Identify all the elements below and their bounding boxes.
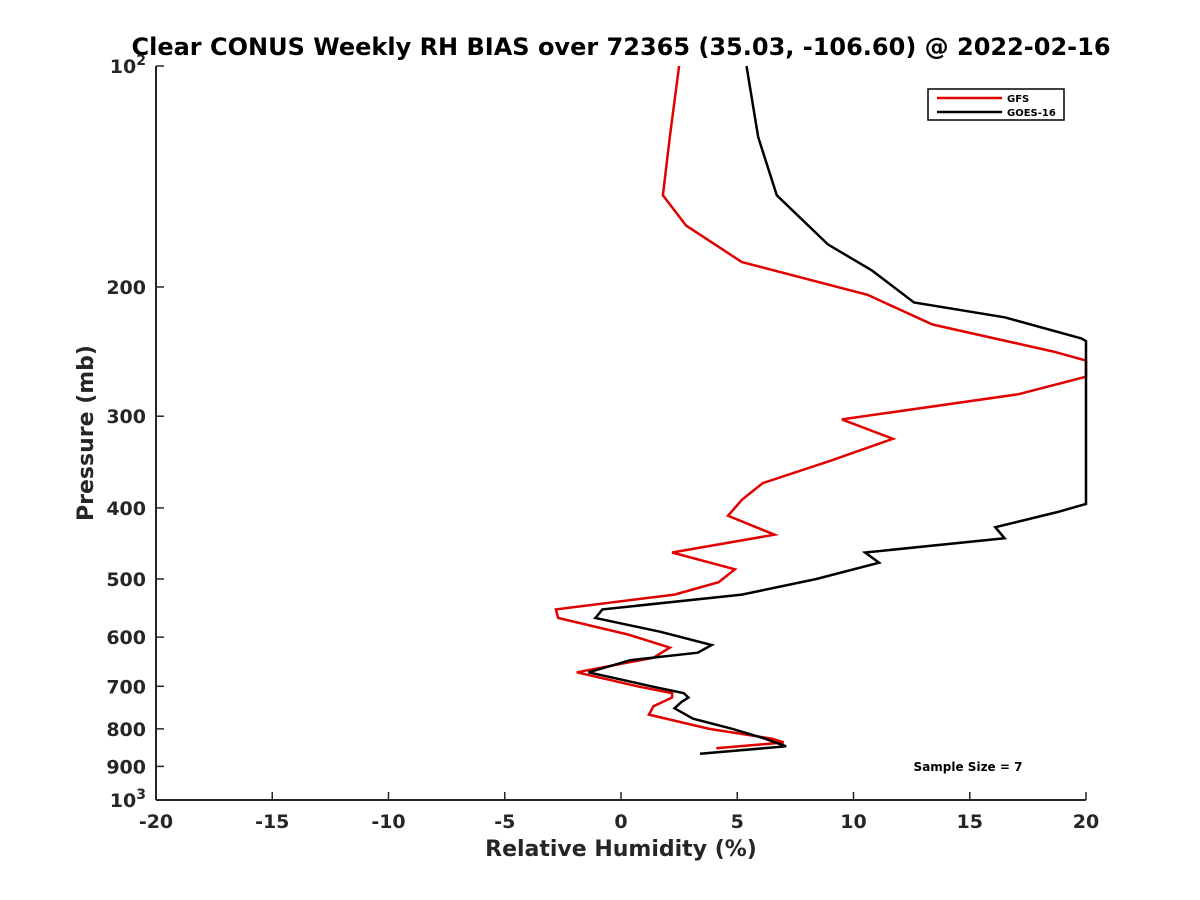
x-tick-label: -10 xyxy=(371,811,405,833)
y-ticks: 102 200 300 400 500 600 700 800 900 103 xyxy=(106,53,164,812)
x-tick-label: 20 xyxy=(1073,811,1099,833)
plot-area: -20 -15 -10 -5 0 5 10 15 20 102 200 300 400 500 600 70… xyxy=(106,53,1099,833)
x-tick-label: -15 xyxy=(255,811,289,833)
sample-size-annotation: Sample Size = 7 xyxy=(914,760,1023,774)
x-tick-label: 0 xyxy=(614,811,627,833)
series-line-goes-16 xyxy=(588,65,1088,756)
y-tick-label: 103 xyxy=(110,787,146,812)
series-line-gfs xyxy=(554,65,1088,750)
legend-entries: GFS GOES-16 xyxy=(937,94,1056,119)
legend-label: GOES-16 xyxy=(1007,108,1056,119)
y-tick-label: 102 xyxy=(110,53,146,78)
x-tick-label: 15 xyxy=(957,811,983,833)
y-axis-label: Pressure (mb) xyxy=(74,345,99,521)
legend-box xyxy=(927,88,1065,121)
x-tick-label: -5 xyxy=(494,811,515,833)
y-tick-label: 400 xyxy=(106,498,146,520)
x-tick-label: 5 xyxy=(731,811,744,833)
y-tick-label: 200 xyxy=(106,277,146,299)
y-tick-label: 600 xyxy=(106,627,146,649)
legend-label: GFS xyxy=(1007,94,1029,105)
y-tick-label: 800 xyxy=(106,719,146,741)
x-tick-label: -20 xyxy=(139,811,173,833)
y-tick-label: 900 xyxy=(106,756,146,778)
y-tick-label: 500 xyxy=(106,569,146,591)
legend[interactable]: GFS GOES-16 xyxy=(927,88,1065,121)
series-layer xyxy=(554,65,1088,756)
x-ticks: -20 -15 -10 -5 0 5 10 15 20 xyxy=(139,792,1099,833)
x-tick-label: 10 xyxy=(840,811,866,833)
chart-title: Clear CONUS Weekly RH BIAS over 72365 (3… xyxy=(131,33,1110,61)
y-tick-label: 300 xyxy=(106,406,146,428)
y-tick-label: 700 xyxy=(106,676,146,698)
x-axis-label: Relative Humidity (%) xyxy=(485,837,757,862)
